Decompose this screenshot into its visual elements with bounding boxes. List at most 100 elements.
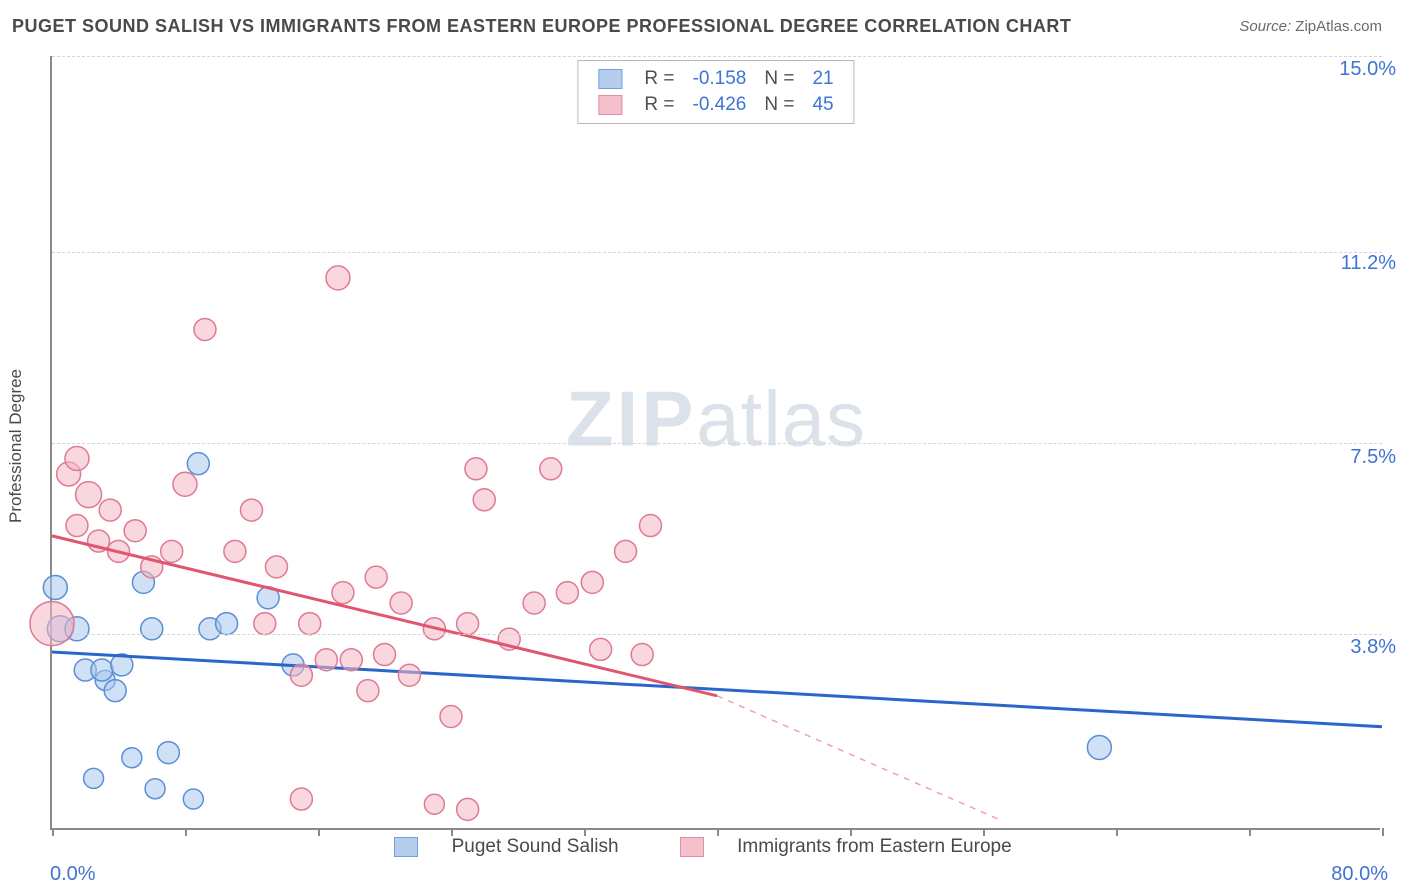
y-axis-label: Professional Degree — [6, 369, 26, 523]
scatter-point — [91, 659, 113, 681]
scatter-point — [43, 575, 67, 599]
scatter-point — [66, 515, 88, 537]
legend-stats: R = -0.158 N = 21 R = -0.426 N = 45 — [577, 60, 854, 124]
scatter-point — [76, 482, 102, 508]
scatter-point — [590, 638, 612, 660]
regression-line-dashed — [717, 696, 1000, 820]
scatter-point — [631, 644, 653, 666]
legend-N-label: N = — [756, 67, 802, 91]
scatter-point — [122, 748, 142, 768]
scatter-point — [365, 566, 387, 588]
legend-series-item: Immigrants from Eastern Europe — [666, 836, 1026, 857]
gridline — [52, 252, 1382, 253]
scatter-point — [640, 515, 662, 537]
scatter-point — [173, 472, 197, 496]
scatter-point — [265, 556, 287, 578]
y-tick-label: 15.0% — [1339, 58, 1396, 81]
scatter-point — [254, 613, 276, 635]
scatter-point — [183, 789, 203, 809]
scatter-point — [473, 489, 495, 511]
chart-title: PUGET SOUND SALISH VS IMMIGRANTS FROM EA… — [12, 16, 1071, 37]
x-tick — [1116, 828, 1118, 836]
scatter-point — [290, 788, 312, 810]
source-attribution: Source: ZipAtlas.com — [1239, 18, 1382, 35]
legend-N-value-1: 45 — [804, 93, 841, 117]
gridline — [52, 56, 1382, 57]
gridline — [52, 443, 1382, 444]
scatter-point — [556, 582, 578, 604]
scatter-point — [440, 705, 462, 727]
scatter-point — [398, 664, 420, 686]
x-tick — [850, 828, 852, 836]
legend-series-label-0: Puget Sound Salish — [452, 836, 619, 857]
scatter-point — [581, 571, 603, 593]
scatter-point — [141, 618, 163, 640]
plot-area: ZIPatlas R = -0.158 N = 21 R = -0.426 N … — [50, 56, 1380, 830]
legend-stats-row: R = -0.426 N = 45 — [590, 93, 841, 117]
x-tick — [185, 828, 187, 836]
scatter-point — [390, 592, 412, 614]
scatter-point — [374, 644, 396, 666]
scatter-point — [161, 540, 183, 562]
y-tick-label: 7.5% — [1350, 446, 1396, 469]
x-tick — [1249, 828, 1251, 836]
legend-series: Puget Sound Salish Immigrants from Easte… — [0, 836, 1406, 858]
x-tick — [52, 828, 54, 836]
scatter-point — [523, 592, 545, 614]
legend-N-value-0: 21 — [804, 67, 841, 91]
legend-series-item: Puget Sound Salish — [380, 836, 637, 857]
legend-N-label: N = — [756, 93, 802, 117]
scatter-point — [357, 680, 379, 702]
x-tick — [717, 828, 719, 836]
scatter-point — [84, 768, 104, 788]
x-tick — [584, 828, 586, 836]
scatter-point — [332, 582, 354, 604]
scatter-point — [99, 499, 121, 521]
scatter-point — [124, 520, 146, 542]
legend-swatch-bottom-1 — [680, 837, 704, 857]
legend-R-label: R = — [636, 67, 682, 91]
scatter-point — [299, 613, 321, 635]
source-value: ZipAtlas.com — [1295, 18, 1382, 35]
legend-stats-row: R = -0.158 N = 21 — [590, 67, 841, 91]
x-tick-label-max: 80.0% — [1331, 863, 1388, 886]
scatter-point — [145, 779, 165, 799]
y-tick-label: 11.2% — [1341, 252, 1396, 275]
scatter-point — [540, 458, 562, 480]
scatter-point — [1087, 735, 1111, 759]
legend-swatch-bottom-0 — [394, 837, 418, 857]
scatter-point — [457, 613, 479, 635]
scatter-point — [241, 499, 263, 521]
scatter-point — [340, 649, 362, 671]
scatter-point — [424, 794, 444, 814]
scatter-point — [194, 318, 216, 340]
legend-swatch-1 — [598, 95, 622, 115]
legend-R-label: R = — [636, 93, 682, 117]
scatter-point — [457, 798, 479, 820]
scatter-point — [104, 680, 126, 702]
legend-R-value-0: -0.158 — [684, 67, 754, 91]
scatter-point — [290, 664, 312, 686]
x-tick — [1382, 828, 1384, 836]
scatter-point — [315, 649, 337, 671]
legend-swatch-0 — [598, 69, 622, 89]
x-tick — [318, 828, 320, 836]
scatter-point — [465, 458, 487, 480]
scatter-point — [326, 266, 350, 290]
x-tick-label-min: 0.0% — [50, 863, 96, 886]
scatter-point — [615, 540, 637, 562]
scatter-point — [216, 613, 238, 635]
scatter-point — [30, 602, 74, 646]
gridline — [52, 634, 1382, 635]
legend-stats-table: R = -0.158 N = 21 R = -0.426 N = 45 — [588, 65, 843, 119]
source-label: Source: — [1239, 18, 1291, 35]
legend-R-value-1: -0.426 — [684, 93, 754, 117]
legend-series-label-1: Immigrants from Eastern Europe — [737, 836, 1012, 857]
y-tick-label: 3.8% — [1350, 636, 1396, 659]
scatter-point — [157, 742, 179, 764]
x-tick — [451, 828, 453, 836]
scatter-point — [65, 446, 89, 470]
scatter-point — [187, 453, 209, 475]
regression-line — [52, 652, 1382, 727]
x-tick — [983, 828, 985, 836]
